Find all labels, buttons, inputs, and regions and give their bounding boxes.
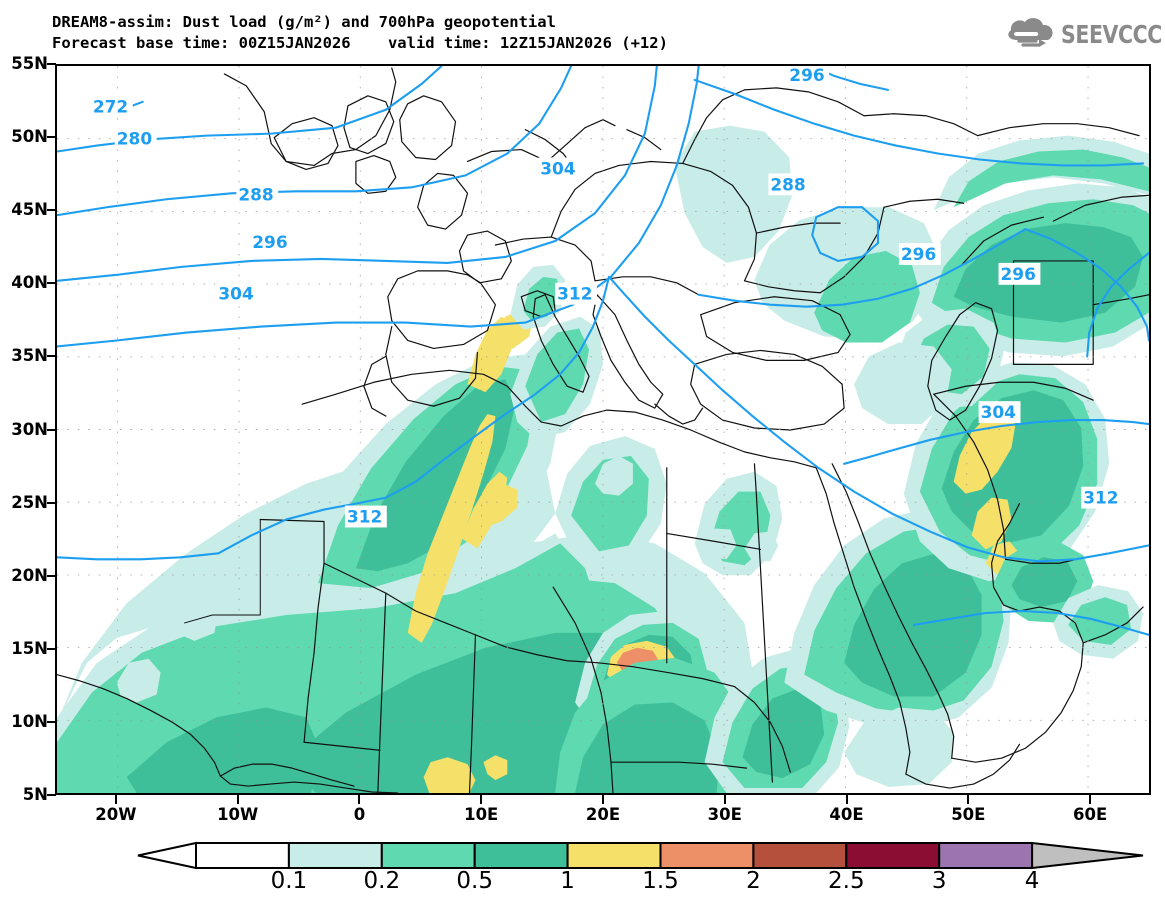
y-axis-tick xyxy=(47,720,56,723)
colorbar-swatch xyxy=(845,842,941,869)
x-axis-tick xyxy=(114,795,117,804)
colorbar-tick-label: 3 xyxy=(931,868,947,894)
x-axis-label: 20W xyxy=(95,805,137,824)
colorbar-tick-label: 2.5 xyxy=(828,868,865,894)
logo-text: SEEVCCC xyxy=(1061,20,1162,49)
x-axis-tick xyxy=(480,795,483,804)
title-block: DREAM8-assim: Dust load (g/m²) and 700hP… xyxy=(52,12,668,54)
svg-text:296: 296 xyxy=(901,244,936,264)
y-axis-tick xyxy=(47,794,56,796)
colorbar-swatch xyxy=(659,842,755,869)
x-axis: 20W 10W 0 10E 20E 30E 40E 50E 60E xyxy=(0,795,1165,835)
y-axis-tick xyxy=(47,63,56,65)
y-axis-tick xyxy=(47,282,56,285)
y-axis-label: 20N xyxy=(11,565,48,585)
colorbar-tick-label: 1.5 xyxy=(642,868,679,894)
y-axis-label: 55N xyxy=(11,54,48,73)
chart-title: DREAM8-assim: Dust load (g/m²) and 700hP… xyxy=(52,13,556,31)
y-axis-tick xyxy=(47,209,56,212)
x-axis-label: 40E xyxy=(829,805,864,824)
chart-subtitle: Forecast base time: 00Z15JAN2026 valid t… xyxy=(52,34,668,52)
colorbar-swatch xyxy=(380,842,476,869)
y-axis: 55N 50N 45N 40N 35N 30N 25N 20N 15N 10N 5N xyxy=(0,0,56,907)
x-axis-label: 10E xyxy=(464,805,499,824)
colorbar-over-arrow xyxy=(1031,841,1144,870)
y-axis-tick xyxy=(47,574,56,577)
colorbar-tick-label: 0.1 xyxy=(270,868,308,894)
colorbar-under-arrow xyxy=(137,841,197,870)
x-axis-label: 50E xyxy=(951,805,986,824)
x-axis-label: 30E xyxy=(707,805,742,824)
colorbar-tick-label: 1 xyxy=(560,868,575,894)
y-axis-label: 25N xyxy=(11,492,48,512)
svg-text:280: 280 xyxy=(117,129,152,149)
svg-text:296: 296 xyxy=(789,66,824,85)
x-axis-tick xyxy=(602,795,604,804)
y-axis-tick xyxy=(47,647,56,650)
svg-text:288: 288 xyxy=(770,174,805,194)
y-axis-label: 30N xyxy=(11,419,48,439)
colorbar-swatch xyxy=(752,842,848,869)
svg-text:312: 312 xyxy=(557,284,592,304)
svg-text:296: 296 xyxy=(252,232,287,252)
x-axis-tick xyxy=(723,795,726,804)
colorbar-tick-label: 0.5 xyxy=(456,868,493,894)
colorbar-tick-label: 4 xyxy=(1024,868,1040,894)
colorbar-tick-label: 0.2 xyxy=(363,868,401,894)
colorbar-swatch xyxy=(195,842,290,869)
colorbar-tick-label: 2 xyxy=(746,868,761,894)
svg-text:272: 272 xyxy=(93,97,128,117)
x-axis-tick xyxy=(967,795,970,804)
x-axis-tick xyxy=(845,795,848,804)
x-axis-tick xyxy=(1089,795,1092,804)
y-axis-tick xyxy=(47,355,56,358)
y-axis-label: 5N xyxy=(22,785,48,804)
svg-text:296: 296 xyxy=(1001,264,1036,284)
y-axis-label: 10N xyxy=(11,711,48,731)
y-axis-label: 45N xyxy=(11,200,48,220)
y-axis-tick xyxy=(47,136,56,139)
x-axis-tick xyxy=(236,795,239,804)
x-axis-label: 20E xyxy=(585,805,621,824)
y-axis-label: 35N xyxy=(11,346,48,366)
seevccc-logo: SEEVCCC xyxy=(1003,14,1162,54)
y-axis-label: 40N xyxy=(11,273,48,293)
svg-text:304: 304 xyxy=(981,402,1016,422)
x-axis-label: 0 xyxy=(353,805,366,824)
geopotential-contours xyxy=(57,66,1149,636)
dust-load-map: 272 280 288 296 304 296 288 304 312 296 … xyxy=(57,66,1149,793)
colorbar-swatches xyxy=(137,841,1144,870)
x-axis-label: 60E xyxy=(1072,805,1108,824)
x-axis-tick xyxy=(358,795,361,804)
svg-text:304: 304 xyxy=(218,284,253,304)
svg-text:304: 304 xyxy=(540,158,575,178)
x-axis-label: 10W xyxy=(217,805,259,824)
svg-text:312: 312 xyxy=(347,507,382,527)
grid-lines xyxy=(57,66,1149,793)
colorbar-swatch xyxy=(566,842,662,869)
y-axis-label: 50N xyxy=(11,127,48,147)
colorbar-swatch xyxy=(938,842,1034,869)
colorbar-swatch xyxy=(287,842,383,869)
colorbar: 0.1 0.2 0.5 1 1.5 2 2.5 3 4 xyxy=(0,840,1165,907)
y-axis-label: 15N xyxy=(11,638,48,658)
contour-labels: 272 280 288 296 304 296 288 304 312 296 … xyxy=(90,66,1124,528)
svg-text:312: 312 xyxy=(1083,488,1118,508)
map-plot-area: 272 280 288 296 304 296 288 304 312 296 … xyxy=(55,64,1151,795)
y-axis-tick xyxy=(47,501,56,504)
cloud-wind-icon xyxy=(1008,18,1053,47)
y-axis-tick xyxy=(47,428,56,431)
svg-text:288: 288 xyxy=(238,184,273,204)
chart-header: DREAM8-assim: Dust load (g/m²) and 700hP… xyxy=(0,0,1165,62)
colorbar-swatch xyxy=(473,842,569,869)
